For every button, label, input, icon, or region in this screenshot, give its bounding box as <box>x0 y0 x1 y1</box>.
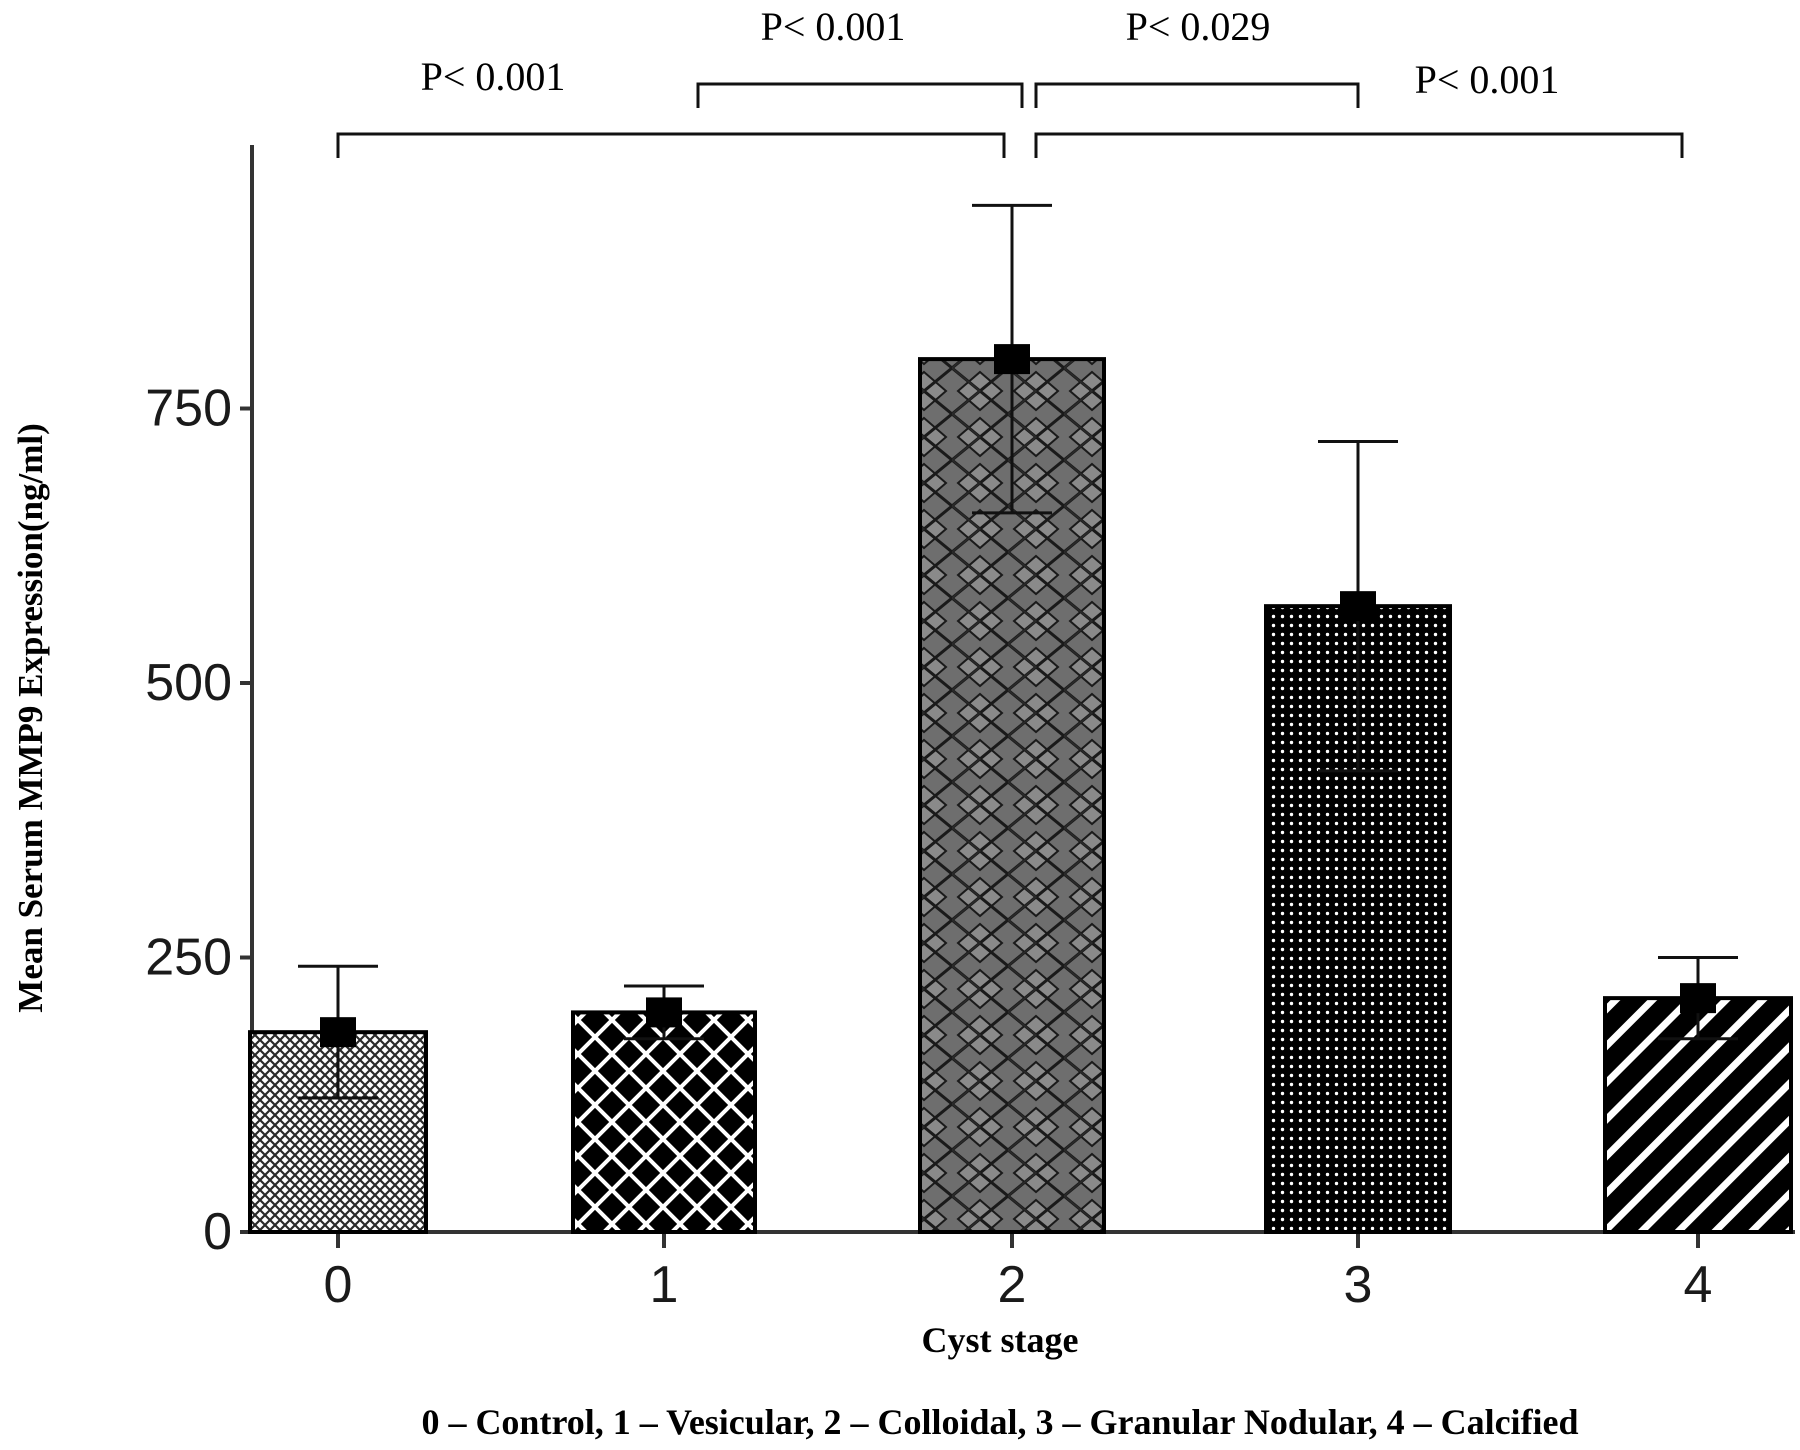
significance-brackets: P< 0.001 P< 0.001 P< 0.029 P< 0.001 <box>336 4 1684 158</box>
bar-1 <box>571 1010 757 1235</box>
caption: 0 – Control, 1 – Vesicular, 2 – Colloida… <box>421 1402 1578 1442</box>
significance-bracket-2-3 <box>1034 82 1360 108</box>
mean-marker-1 <box>646 997 682 1028</box>
x-tick-label: 4 <box>1684 1256 1713 1314</box>
y-axis-label: Mean Serum MMP9 Expression(ng/ml) <box>11 423 50 1012</box>
x-tick-label: 1 <box>650 1256 679 1314</box>
y-tick-label: 500 <box>145 654 232 712</box>
significance-bracket-1-2 <box>696 82 1024 108</box>
axes: 0 250 500 750 0 1 2 3 4 <box>145 145 1795 1314</box>
x-tick-label: 3 <box>1344 1256 1373 1314</box>
y-tick-label: 0 <box>203 1203 232 1261</box>
significance-label-2-3: P< 0.029 <box>1126 4 1271 49</box>
error-bars <box>298 203 1738 1100</box>
significance-label-0-2: P< 0.001 <box>421 54 566 99</box>
x-tick-label: 2 <box>998 1256 1027 1314</box>
x-axis-label: Cyst stage <box>922 1320 1079 1360</box>
bars <box>248 357 1793 1235</box>
mean-marker-2 <box>994 344 1030 375</box>
y-tick-label: 750 <box>145 380 232 438</box>
mean-marker-4 <box>1680 983 1716 1014</box>
significance-label-2-4: P< 0.001 <box>1415 57 1560 102</box>
y-tick-label: 250 <box>145 929 232 987</box>
significance-bracket-2-4 <box>1034 132 1684 158</box>
mean-marker-3 <box>1340 591 1376 622</box>
x-tick-label: 0 <box>324 1256 353 1314</box>
significance-label-1-2: P< 0.001 <box>761 4 906 49</box>
significance-bracket-0-2 <box>336 132 1006 158</box>
mean-marker-0 <box>320 1017 356 1048</box>
